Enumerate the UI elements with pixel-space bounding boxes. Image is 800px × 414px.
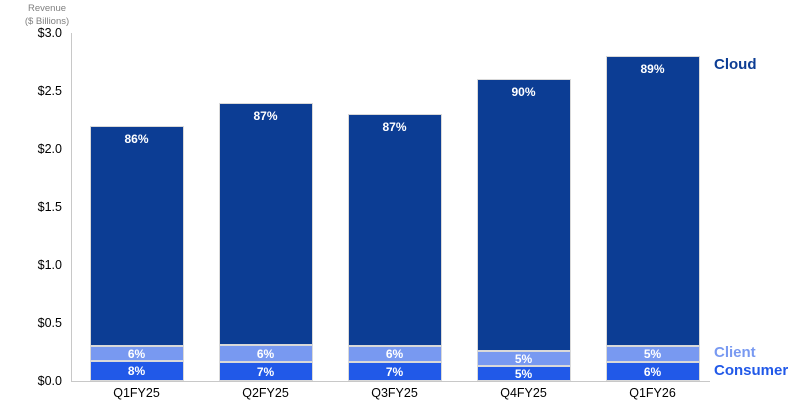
bar-segment-cloud: 87%	[218, 103, 313, 345]
y-tick-label: $2.5	[37, 84, 62, 98]
y-tick-label: $0.0	[37, 374, 62, 388]
segment-percent-label: 6%	[127, 346, 146, 361]
y-tick-label: $1.5	[37, 200, 62, 214]
y-tick-label: $1.0	[37, 258, 62, 272]
bar-segment-cloud: 86%	[89, 126, 184, 346]
segment-percent-label: 89%	[640, 62, 665, 76]
bar-segment-consumer: 6%	[605, 362, 700, 381]
x-tick-label: Q1FY25	[113, 386, 160, 400]
legend-consumer: Consumer	[714, 362, 789, 379]
y-tick-label: $3.0	[37, 26, 62, 40]
bar-segment-consumer: 7%	[218, 362, 313, 381]
segment-percent-label: 87%	[382, 120, 407, 134]
segment-percent-label: 86%	[124, 132, 149, 146]
segment-percent-label: 5%	[643, 347, 662, 361]
bar-stack-Q1FY26: 89% 5% 6%	[605, 56, 700, 381]
x-tick-label: Q3FY25	[371, 386, 418, 400]
y-axis-title-line2: ($ Billions)	[24, 16, 70, 28]
segment-percent-label: 90%	[511, 85, 536, 99]
segment-percent-label: 7%	[385, 364, 404, 379]
y-axis-title-line1: Revenue	[27, 3, 67, 14]
segment-percent-label: 6%	[385, 347, 404, 361]
segment-percent-label: 7%	[256, 364, 275, 379]
bar-stack-Q1FY25: 86% 6% 8%	[89, 126, 184, 381]
bar-segment-cloud: 90%	[476, 79, 571, 351]
x-tick-label: Q4FY25	[500, 386, 547, 400]
y-tick-label: $0.5	[37, 316, 62, 330]
bar-stack-Q4FY25: 90% 5% 5%	[476, 79, 571, 381]
segment-percent-label: 5%	[514, 366, 533, 381]
segment-percent-label: 6%	[643, 364, 662, 379]
bar-segment-client: 5%	[476, 351, 571, 366]
legend-cloud: Cloud	[714, 56, 757, 73]
segment-percent-label: 87%	[253, 109, 278, 123]
y-axis-line	[71, 33, 72, 381]
segment-percent-label: 6%	[256, 346, 275, 361]
bar-segment-consumer: 5%	[476, 366, 571, 381]
y-axis-title: Revenue ($ Billions)	[8, 2, 86, 29]
bar-segment-client: 6%	[347, 346, 442, 362]
x-axis-line	[71, 381, 710, 382]
bar-stack-Q2FY25: 87% 6% 7%	[218, 103, 313, 381]
bar-segment-consumer: 7%	[347, 362, 442, 381]
segment-percent-label: 8%	[127, 364, 146, 378]
bar-segment-client: 6%	[89, 346, 184, 361]
bar-stack-Q3FY25: 87% 6% 7%	[347, 114, 442, 381]
bar-segment-client: 5%	[605, 346, 700, 362]
x-tick-label: Q1FY26	[629, 386, 676, 400]
bar-segment-cloud: 89%	[605, 56, 700, 346]
bar-segment-cloud: 87%	[347, 114, 442, 346]
legend-client: Client	[714, 344, 756, 361]
bar-segment-client: 6%	[218, 345, 313, 362]
y-tick-label: $2.0	[37, 142, 62, 156]
x-tick-label: Q2FY25	[242, 386, 289, 400]
bar-segment-consumer: 8%	[89, 361, 184, 381]
segment-percent-label: 5%	[514, 351, 533, 366]
